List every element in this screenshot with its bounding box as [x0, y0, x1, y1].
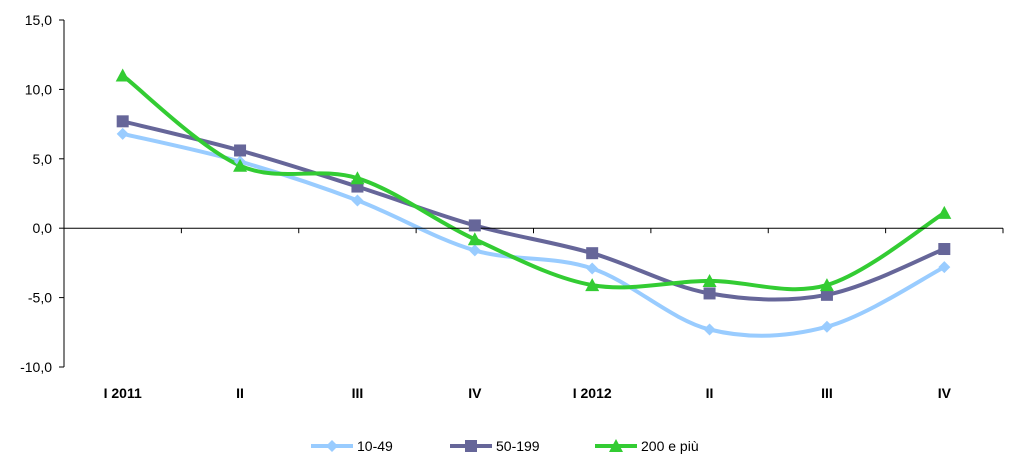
y-tick-label: 5,0	[33, 151, 53, 167]
y-tick-label: 15,0	[25, 12, 52, 28]
x-tick-label: IV	[468, 385, 482, 401]
x-tick-label: IV	[938, 385, 952, 401]
data-point-200-e-pi	[233, 158, 248, 172]
x-tick-label: I 2011	[104, 385, 142, 401]
data-point-10-49	[938, 261, 951, 274]
x-tick-label: I 2012	[573, 385, 612, 401]
x-tick-label: II	[236, 385, 244, 401]
legend-marker-200-e-pi	[609, 439, 623, 452]
legend-label-10-49: 10-49	[357, 438, 393, 454]
data-point-50-199	[234, 144, 247, 157]
data-point-200-e-pi	[585, 278, 600, 292]
y-tick-label: 10,0	[25, 81, 52, 97]
legend-marker-50-199	[465, 440, 477, 452]
data-point-10-49	[468, 244, 481, 257]
data-point-50-199	[703, 287, 716, 300]
x-tick-label: III	[821, 385, 833, 401]
series-line-50-199	[120, 119, 947, 302]
data-point-10-49	[586, 262, 599, 275]
y-tick-label: 0,0	[33, 220, 53, 236]
data-point-50-199	[820, 288, 833, 301]
x-tick-label: II	[706, 385, 714, 401]
marker-layer	[115, 68, 952, 336]
legend-label-50-199: 50-199	[496, 438, 540, 454]
data-point-50-199	[468, 219, 481, 232]
data-point-50-199	[938, 243, 951, 256]
data-point-200-e-pi	[467, 232, 482, 246]
x-tick-label: III	[352, 385, 364, 401]
data-point-50-199	[116, 115, 129, 128]
legend: 10-49 50-199 200 e più	[311, 438, 699, 454]
data-point-10-49	[116, 127, 129, 140]
legend-label-200-e-pi: 200 e più	[641, 438, 699, 454]
axis-layer	[59, 19, 1004, 368]
y-tick-label: -5,0	[28, 290, 52, 306]
data-point-200-e-pi	[115, 68, 130, 82]
data-point-10-49	[820, 320, 833, 333]
data-point-200-e-pi	[350, 171, 365, 185]
data-point-10-49	[351, 194, 364, 207]
data-point-50-199	[586, 247, 599, 260]
y-tick-label: -10,0	[20, 359, 52, 375]
label-layer: 15,010,05,00,0-5,0-10,0I 2011 II III IV I 20…	[20, 12, 952, 401]
legend-marker-10-49	[326, 440, 338, 452]
series-line-10-49	[120, 131, 947, 338]
data-point-10-49	[703, 323, 716, 336]
data-point-200-e-pi	[702, 273, 717, 287]
data-point-200-e-pi	[819, 278, 834, 292]
data-point-200-e-pi	[937, 205, 952, 219]
